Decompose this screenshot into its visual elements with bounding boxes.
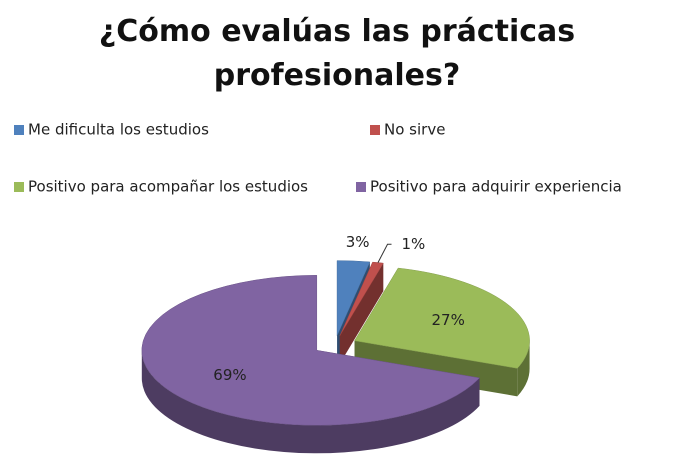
slice-side: [517, 340, 530, 397]
slice-side: [339, 263, 384, 364]
data-label: 27%: [431, 311, 464, 329]
legend-swatch: [14, 182, 24, 192]
data-label: 69%: [213, 366, 246, 384]
legend-label: No sirve: [384, 121, 445, 139]
legend-label: Positivo para adquirir experiencia: [370, 178, 622, 196]
legend-swatch: [356, 182, 366, 192]
pie-slice: [336, 260, 371, 336]
legend-swatch: [370, 125, 380, 135]
pie-slice: [141, 275, 481, 426]
pie-slice: [339, 261, 384, 336]
data-label: 3%: [346, 233, 370, 251]
legend-label: Me dificulta los estudios: [28, 121, 209, 139]
pie-slice: [354, 267, 530, 369]
legend-swatch: [14, 125, 24, 135]
chart-title: ¿Cómo evalúas las prácticas profesionale…: [98, 14, 576, 93]
leader-line: [377, 243, 392, 263]
slice-side: [141, 350, 480, 454]
data-label: 1%: [402, 235, 426, 253]
legend-label: Positivo para acompañar los estudios: [28, 178, 308, 196]
